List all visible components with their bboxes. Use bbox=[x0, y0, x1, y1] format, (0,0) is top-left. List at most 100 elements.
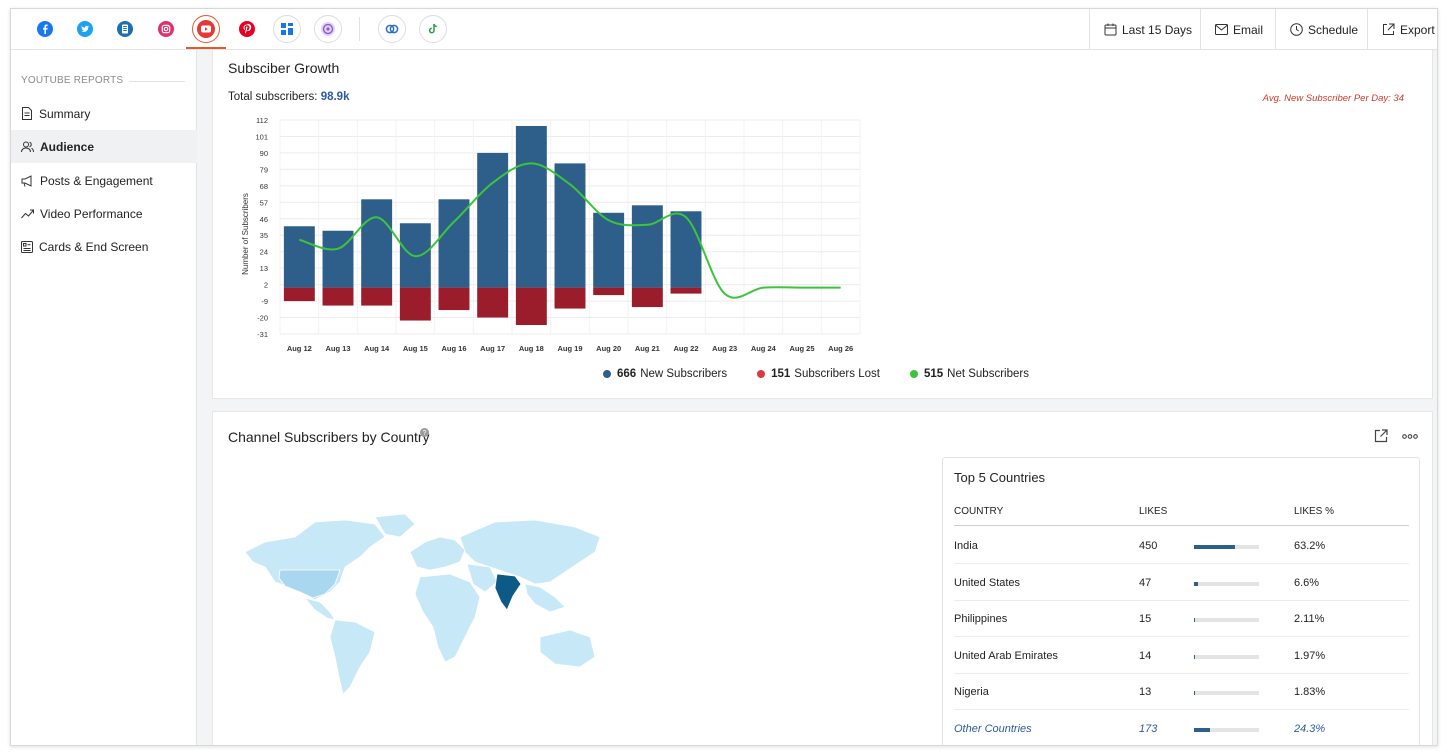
google-business-icon[interactable] bbox=[273, 15, 301, 43]
map-north-america[interactable] bbox=[244, 519, 386, 601]
youtube-icon[interactable] bbox=[192, 15, 220, 43]
more-options-icon[interactable] bbox=[1402, 434, 1418, 439]
document-icon bbox=[22, 107, 32, 120]
table-row[interactable]: United States 47 6.6% bbox=[954, 565, 1409, 601]
bar-subscribers-lost[interactable] bbox=[399, 287, 431, 321]
bar-new-subscribers[interactable] bbox=[283, 226, 315, 288]
bar-new-subscribers[interactable] bbox=[670, 211, 702, 288]
schedule-button[interactable]: Schedule bbox=[1275, 9, 1367, 50]
table-row[interactable]: Philippines 15 2.11% bbox=[954, 601, 1409, 637]
total-subscribers-label: Total subscribers: bbox=[228, 91, 318, 103]
bar-new-subscribers[interactable] bbox=[515, 125, 547, 288]
country-name: United States bbox=[954, 576, 1021, 589]
export-button[interactable]: Export bbox=[1367, 9, 1437, 50]
y-tick-label: 57 bbox=[260, 198, 268, 207]
bar-subscribers-lost[interactable] bbox=[593, 287, 625, 296]
map-united-states[interactable] bbox=[278, 569, 341, 599]
map-south-america[interactable] bbox=[329, 619, 376, 695]
export-label: Export bbox=[1400, 22, 1435, 37]
pinterest-icon[interactable] bbox=[233, 15, 261, 43]
bar-subscribers-lost[interactable] bbox=[670, 287, 702, 294]
bar-subscribers-lost[interactable] bbox=[361, 287, 393, 306]
bar-new-subscribers[interactable] bbox=[438, 199, 470, 288]
x-tick-label: Aug 25 bbox=[789, 344, 814, 353]
y-axis-ticks: 112 101 90 79 68 57 46 35 24 13 2 -9 -20 -31 bbox=[255, 116, 268, 339]
calendar-icon bbox=[1104, 23, 1117, 36]
legend-item-subscribers-lost[interactable]: 151 Subscribers Lost bbox=[757, 368, 880, 380]
bar-subscribers-lost[interactable] bbox=[283, 287, 315, 302]
legend-label: Net Subscribers bbox=[947, 368, 1029, 380]
linkedin-page-icon[interactable] bbox=[111, 15, 139, 43]
table-row[interactable]: India 450 63.2% bbox=[954, 528, 1409, 564]
export-icon bbox=[1383, 23, 1395, 35]
column-header-country: COUNTRY bbox=[954, 506, 1004, 517]
column-header-likes: LIKES bbox=[1139, 506, 1168, 517]
map-asia[interactable] bbox=[459, 519, 601, 585]
card-title: Channel Subscribers by Country bbox=[228, 429, 430, 445]
legend-dot bbox=[603, 370, 611, 378]
trend-icon bbox=[21, 209, 34, 218]
map-africa[interactable] bbox=[414, 573, 481, 663]
map-greenland[interactable] bbox=[374, 513, 416, 538]
help-icon[interactable]: ? bbox=[420, 428, 429, 437]
bar-subscribers-lost[interactable] bbox=[631, 287, 663, 308]
bar-new-subscribers[interactable] bbox=[593, 212, 625, 288]
instagram-icon[interactable] bbox=[152, 15, 180, 43]
table-row[interactable]: United Arab Emirates 14 1.97% bbox=[954, 638, 1409, 674]
email-label: Email bbox=[1233, 22, 1264, 37]
bar-subscribers-lost[interactable] bbox=[554, 287, 586, 309]
bar-new-subscribers[interactable] bbox=[361, 199, 393, 288]
net-subscribers-path[interactable] bbox=[299, 162, 841, 299]
bar-subscribers-lost[interactable] bbox=[477, 287, 509, 318]
country-name: Philippines bbox=[954, 613, 1008, 625]
open-external-icon[interactable] bbox=[1374, 429, 1388, 443]
sidebar: YOUTUBE REPORTS Summary Audience Posts &… bbox=[11, 50, 197, 745]
bar-subscribers-lost[interactable] bbox=[322, 287, 354, 306]
bar-subscribers-lost[interactable] bbox=[438, 287, 470, 311]
map-central-america[interactable] bbox=[303, 597, 336, 621]
likes-bar-fill bbox=[1194, 545, 1236, 549]
total-subscribers: Total subscribers: 98.9k bbox=[228, 91, 349, 103]
tiktok-icon[interactable] bbox=[419, 15, 447, 43]
bar-new-subscribers[interactable] bbox=[554, 163, 586, 288]
map-southeast-asia[interactable] bbox=[524, 583, 566, 613]
x-tick-label: Aug 20 bbox=[596, 344, 621, 353]
map-middle-east[interactable] bbox=[466, 563, 498, 593]
sidebar-item-posts-engagement[interactable]: Posts & Engagement bbox=[11, 164, 197, 197]
sidebar-item-audience[interactable]: Audience bbox=[11, 130, 197, 163]
date-range-button[interactable]: Last 15 Days bbox=[1089, 9, 1195, 50]
linked-network-icon[interactable] bbox=[378, 15, 406, 43]
twitter-icon[interactable] bbox=[71, 15, 99, 43]
bar-subscribers-lost[interactable] bbox=[515, 287, 547, 326]
x-tick-label: Aug 19 bbox=[557, 344, 582, 353]
top-countries-panel: Top 5 Countries COUNTRY LIKES LIKES % In… bbox=[942, 457, 1420, 746]
map-india[interactable] bbox=[494, 573, 522, 611]
y-tick-label: 101 bbox=[255, 132, 268, 141]
table-row[interactable]: Other Countries 173 24.3% bbox=[954, 711, 1409, 746]
country-name: India bbox=[954, 540, 978, 552]
map-europe[interactable] bbox=[409, 536, 466, 571]
likes-bar-fill bbox=[1194, 618, 1196, 622]
threads-icon[interactable] bbox=[314, 15, 342, 43]
sidebar-item-cards-end-screen[interactable]: Cards & End Screen bbox=[11, 230, 197, 263]
country-likes: 15 bbox=[1139, 613, 1152, 625]
x-tick-label: Aug 14 bbox=[364, 344, 390, 353]
top-countries-title: Top 5 Countries bbox=[954, 470, 1046, 485]
table-row[interactable]: Nigeria 13 1.83% bbox=[954, 674, 1409, 710]
bar-new-subscribers[interactable] bbox=[631, 205, 663, 288]
legend-item-new-subscribers[interactable]: 666 New Subscribers bbox=[603, 368, 727, 380]
y-tick-label: 2 bbox=[264, 281, 268, 290]
sidebar-item-summary[interactable]: Summary bbox=[11, 97, 197, 130]
sidebar-item-video-performance[interactable]: Video Performance bbox=[11, 197, 197, 230]
card-title: Subsciber Growth bbox=[228, 60, 340, 76]
legend-dot bbox=[909, 370, 918, 378]
facebook-icon[interactable] bbox=[31, 15, 59, 43]
legend-item-net-subscribers[interactable]: 515 Net Subscribers bbox=[909, 368, 1029, 380]
svg-text:?: ? bbox=[423, 430, 427, 437]
country-likes-percent: 1.83% bbox=[1294, 686, 1326, 698]
bar-new-subscribers[interactable] bbox=[477, 152, 509, 288]
likes-bar bbox=[1194, 691, 1259, 695]
map-australia[interactable] bbox=[539, 629, 596, 668]
y-tick-label: 112 bbox=[256, 116, 268, 125]
email-button[interactable]: Email bbox=[1200, 9, 1275, 50]
